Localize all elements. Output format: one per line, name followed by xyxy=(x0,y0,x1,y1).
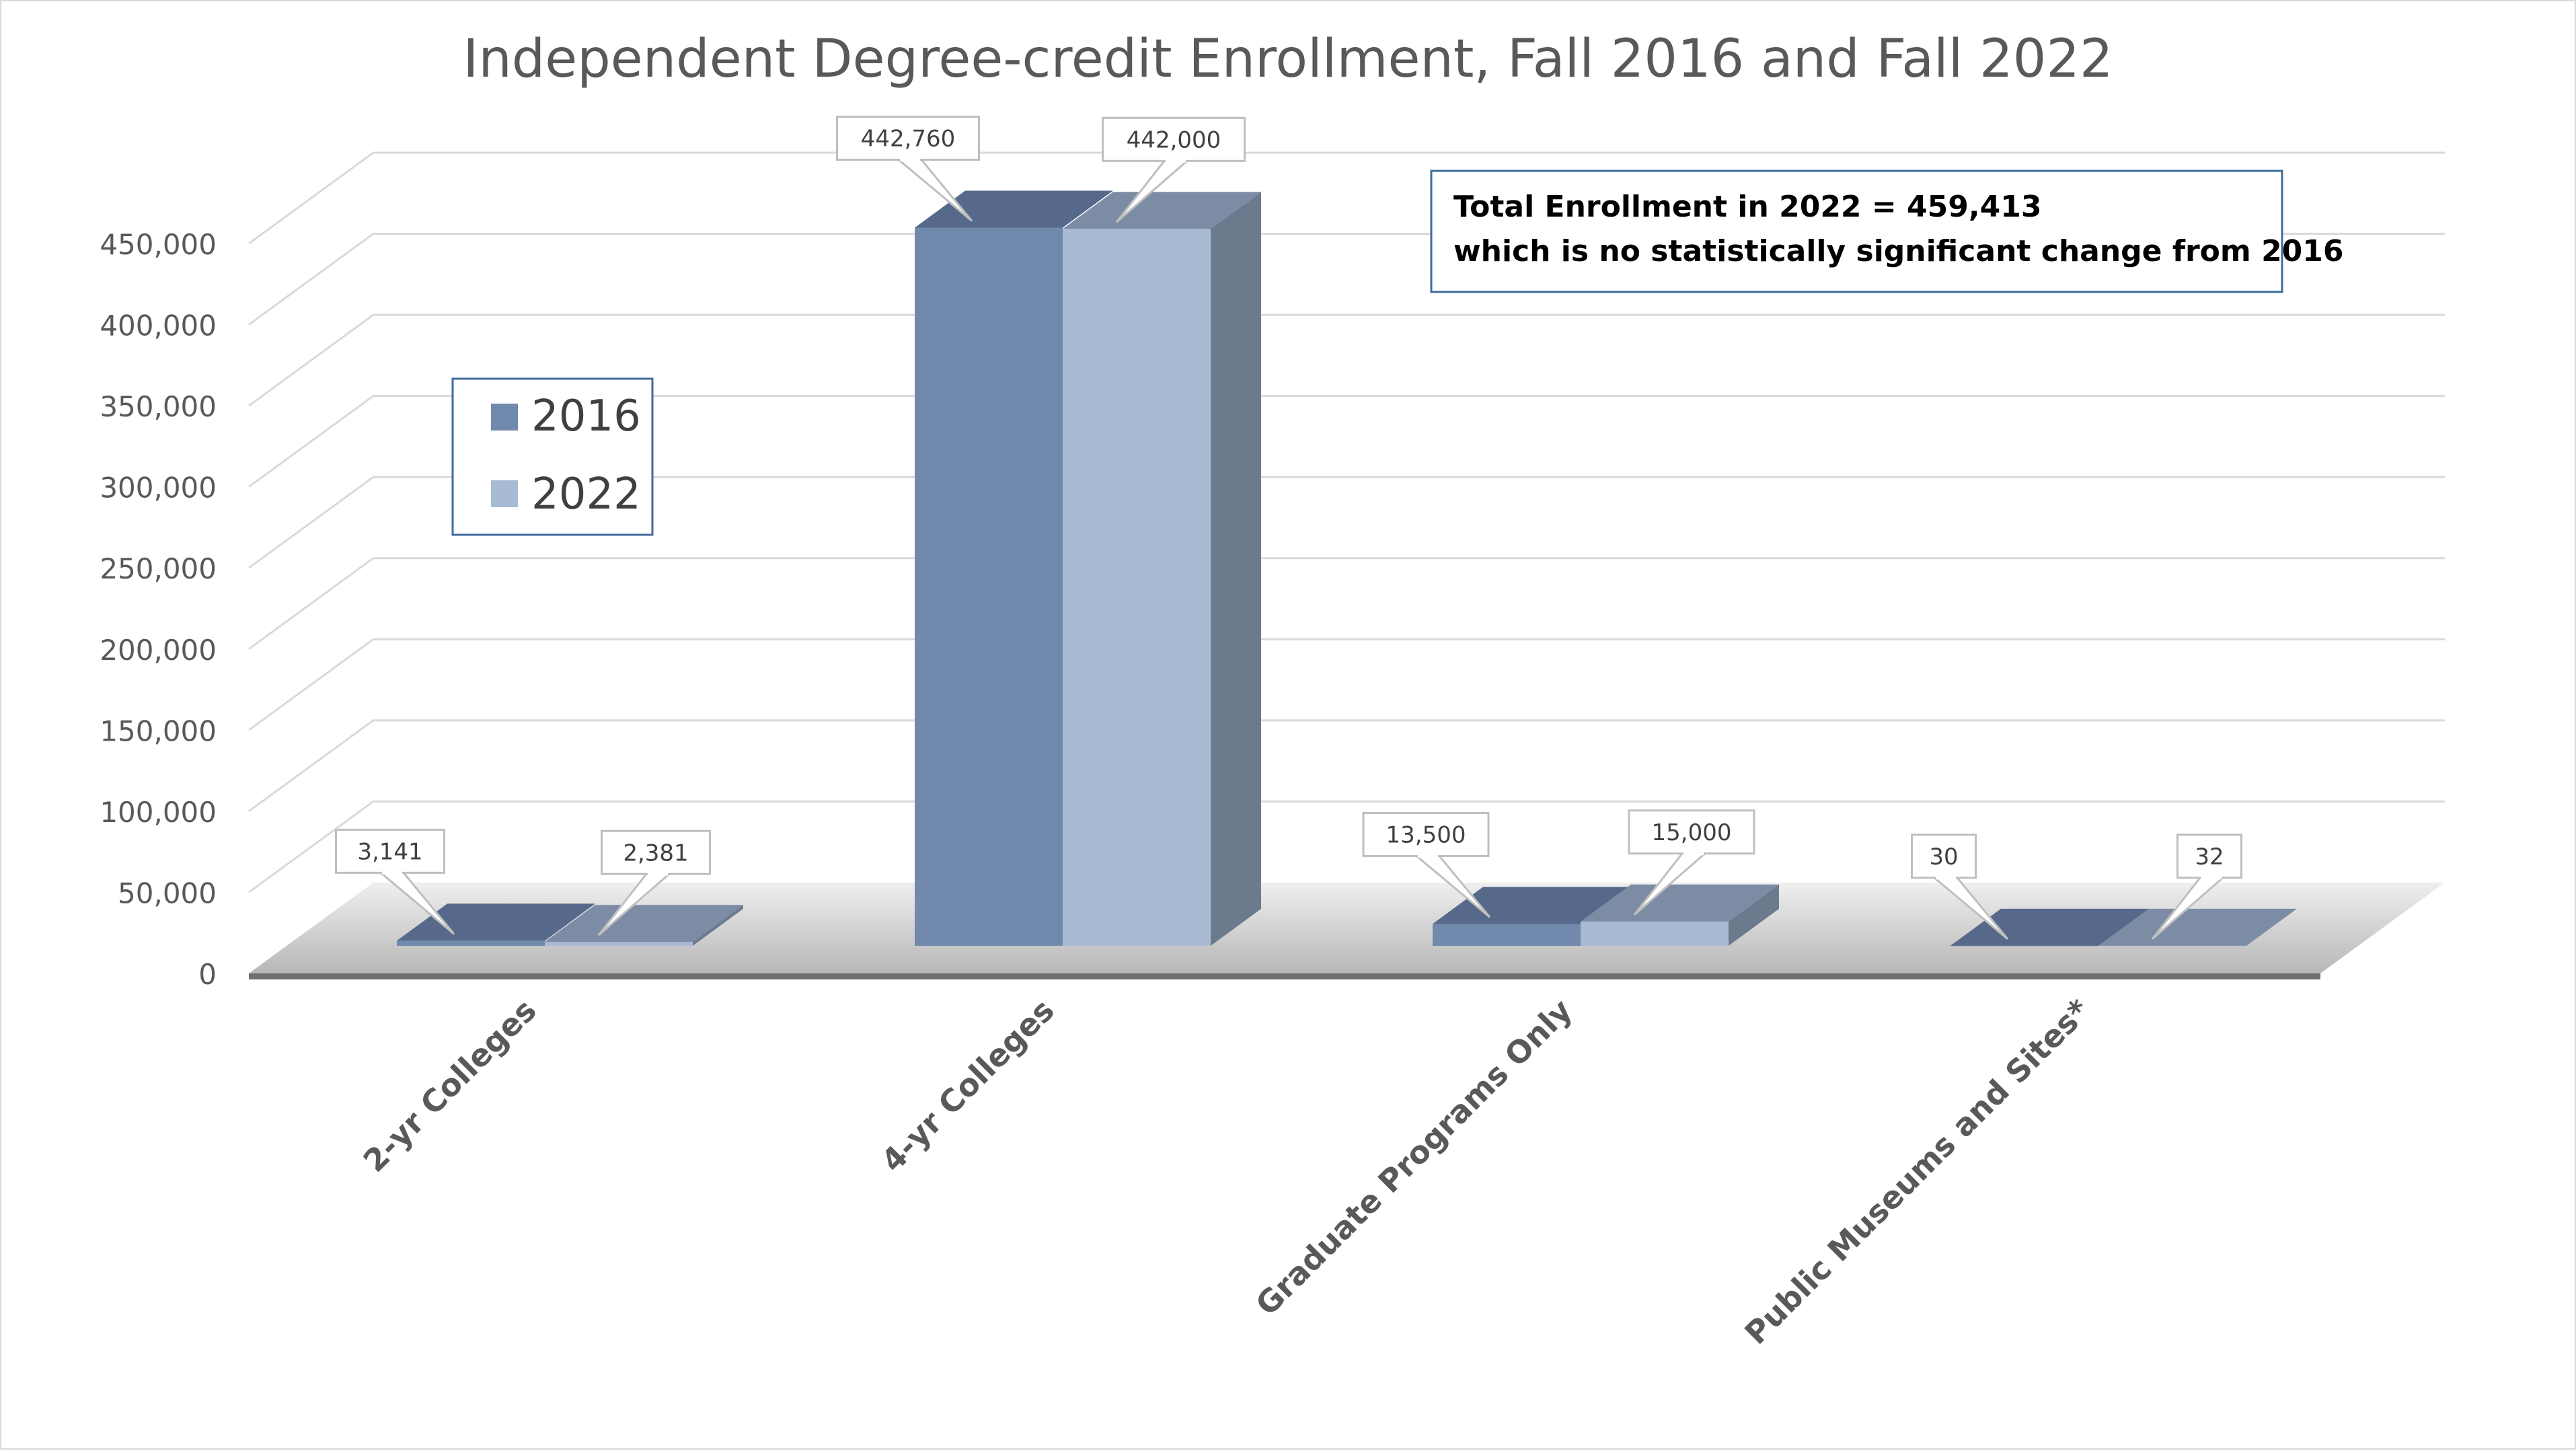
legend-swatch-2016 xyxy=(491,404,518,431)
svg-text:2,381: 2,381 xyxy=(623,840,688,866)
bar-top-0-3 xyxy=(1950,908,2149,946)
chart-title: Independent Degree-credit Enrollment, Fa… xyxy=(463,29,2113,89)
data-label-1-2: 15,000 xyxy=(1628,809,1755,916)
legend: 2016 2022 xyxy=(451,377,654,536)
floor xyxy=(249,883,2445,979)
data-labels: 3,141 2,381 442,760 442,000 13,500 15,000 30 32 xyxy=(335,115,2242,940)
bar-top-1-3 xyxy=(2098,908,2297,946)
bar-side-1-1 xyxy=(1211,192,1261,946)
bar-top-0-1 xyxy=(915,190,1113,228)
gridline-side xyxy=(248,638,374,731)
bar-1-2 xyxy=(1581,921,1729,946)
gridline-side xyxy=(248,395,374,488)
svg-text:13,500: 13,500 xyxy=(1386,821,1466,848)
bar-0-2 xyxy=(1433,924,1581,946)
y-tick-label: 0 xyxy=(198,958,217,991)
bar-top-1-0 xyxy=(545,905,743,942)
bar-1-1 xyxy=(1063,229,1211,946)
gridline-side xyxy=(248,233,374,326)
bar-0-1 xyxy=(915,227,1063,946)
svg-text:30: 30 xyxy=(1929,844,1958,870)
data-label-1-3: 32 xyxy=(2151,833,2242,940)
legend-label-2022: 2022 xyxy=(531,470,641,519)
bar-top-1-1 xyxy=(1063,192,1261,229)
legend-swatch-2022 xyxy=(491,480,518,507)
floor-edge xyxy=(249,973,2320,979)
data-label-0-3: 30 xyxy=(1911,833,2009,940)
bar-side-1-2 xyxy=(1729,884,1779,946)
data-label-0-2: 13,500 xyxy=(1362,811,1491,918)
annotation-box: Total Enrollment in 2022 = 459,413 which… xyxy=(1430,170,2344,293)
legend-label-2016: 2016 xyxy=(531,392,641,441)
y-tick-label: 350,000 xyxy=(100,390,217,423)
bar-1-0 xyxy=(545,942,693,946)
y-tick-label: 150,000 xyxy=(100,714,217,747)
bar-side-1-3 xyxy=(2246,908,2297,946)
y-tick-label: 250,000 xyxy=(100,552,217,585)
gridline-side xyxy=(248,476,374,569)
gridline-side xyxy=(248,800,374,893)
y-axis: 0 50,000 100,000 150,000 200,000 250,000 300,0… xyxy=(100,228,217,991)
svg-text:32: 32 xyxy=(2195,844,2224,870)
bar-top-0-2 xyxy=(1433,887,1631,924)
data-label-1-0: 2,381 xyxy=(597,829,711,936)
bar-top-1-2 xyxy=(1581,884,1779,922)
gridline-side xyxy=(248,719,374,813)
svg-text:15,000: 15,000 xyxy=(1652,819,1732,846)
svg-text:442,000: 442,000 xyxy=(1127,126,1221,153)
y-tick-label: 300,000 xyxy=(100,472,217,505)
annotation-line-1: Total Enrollment in 2022 = 459,413 xyxy=(1453,190,2041,224)
bar-side-1-0 xyxy=(693,905,743,946)
svg-text:3,141: 3,141 xyxy=(357,838,422,865)
y-tick-label: 200,000 xyxy=(100,634,217,667)
gridline-side xyxy=(248,151,374,245)
svg-text:442,760: 442,760 xyxy=(861,125,956,152)
floor-surface xyxy=(249,883,2445,973)
y-tick-label: 50,000 xyxy=(118,877,217,909)
bar-top-0-0 xyxy=(397,903,595,941)
annotation-line-2: which is no statistically significant ch… xyxy=(1453,234,2344,268)
y-tick-label: 450,000 xyxy=(100,228,217,261)
data-label-0-0: 3,141 xyxy=(335,828,455,935)
y-tick-label: 400,000 xyxy=(100,309,217,342)
grid xyxy=(248,151,2445,893)
bar-0-0 xyxy=(397,940,545,946)
data-label-1-1: 442,000 xyxy=(1102,116,1246,223)
y-tick-label: 100,000 xyxy=(100,796,217,829)
bars xyxy=(397,190,2297,946)
gridline-side xyxy=(248,313,374,407)
gridline-side xyxy=(248,557,374,650)
data-label-0-1: 442,760 xyxy=(836,115,980,222)
